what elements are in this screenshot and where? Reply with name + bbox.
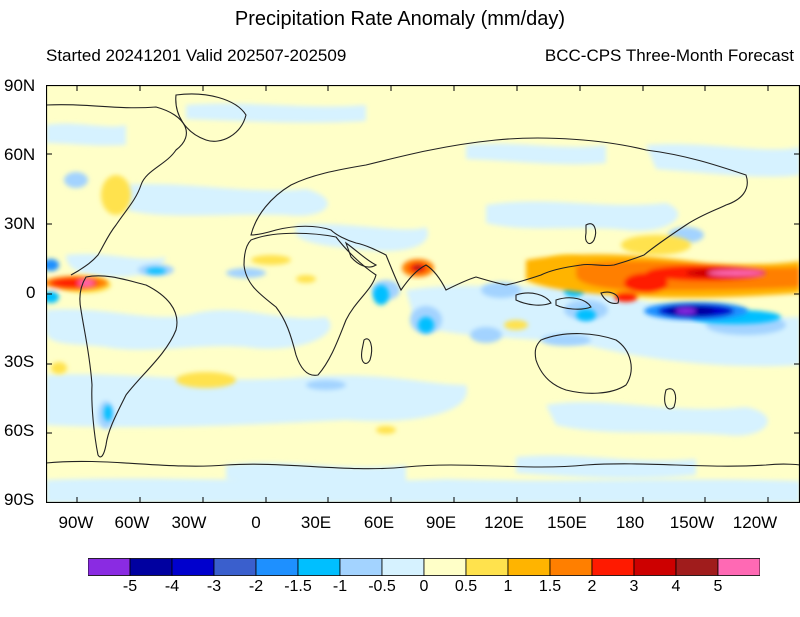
colorbar-swatch	[507, 558, 551, 576]
colorbar-swatch	[717, 558, 760, 576]
lat-label-60s: 60S	[4, 421, 35, 440]
colorbar-label: -1	[332, 578, 348, 595]
negative-core	[644, 302, 748, 320]
lat-label-30n: 30N	[4, 214, 36, 233]
lon-label-150w: 150W	[669, 513, 715, 532]
colorbar-label: 3	[629, 578, 639, 595]
colorbar-swatch	[633, 558, 677, 576]
negative-anomaly-regions	[46, 103, 800, 503]
lon-label-30w: 30W	[171, 513, 207, 532]
lon-label-90e: 90E	[425, 513, 457, 532]
colorbar-swatch	[465, 558, 509, 576]
lon-label-0: 0	[251, 513, 261, 532]
lon-label-30e: 30E	[300, 513, 332, 532]
colorbar-swatch	[591, 558, 635, 576]
colorbar-swatch	[213, 558, 257, 576]
colorbar-swatch	[423, 558, 467, 576]
map-title: Precipitation Rate Anomaly (mm/day)	[234, 8, 566, 30]
colorbar-label: 0.5	[454, 578, 478, 595]
lon-label-90w: 90W	[58, 513, 94, 532]
colorbar-label: -2	[248, 578, 264, 595]
colorbar-label: 2	[587, 578, 597, 595]
colorbar-label: 1	[503, 578, 513, 595]
colorbar-swatch	[549, 558, 593, 576]
colorbar-swatch	[129, 558, 173, 576]
colorbar-label: -1.5	[284, 578, 312, 595]
lat-label-90s: 90S	[4, 490, 35, 509]
colorbar-label: 5	[713, 578, 723, 595]
continent-outlines	[46, 93, 800, 470]
colorbar-swatch	[339, 558, 383, 576]
lat-label-30s: 30S	[4, 352, 35, 371]
colorbar-label: 1.5	[538, 578, 562, 595]
colorbar-label: 4	[671, 578, 681, 595]
colorbar-swatch	[171, 558, 215, 576]
lon-label-60e: 60E	[363, 513, 395, 532]
lon-label-120e: 120E	[484, 513, 524, 532]
lat-label-eq: 0	[26, 283, 36, 302]
colorbar-swatch	[88, 558, 131, 576]
lon-label-180: 180	[615, 513, 645, 532]
colorbar-swatch	[381, 558, 425, 576]
colorbar-label: -4	[164, 578, 180, 595]
lon-label-60w: 60W	[114, 513, 150, 532]
colorbar-swatch	[255, 558, 299, 576]
east-pacific-positive	[46, 259, 108, 303]
colorbar-label: 0	[419, 578, 429, 595]
colorbar	[88, 558, 760, 576]
india-positive-core	[402, 259, 434, 277]
forecast-period: Started 20241201 Valid 202507-202509	[46, 46, 347, 65]
colorbar-label: -5	[122, 578, 138, 595]
colorbar-swatch	[297, 558, 341, 576]
colorbar-label: -3	[206, 578, 222, 595]
forecast-source: BCC-CPS Three-Month Forecast	[544, 46, 794, 65]
colorbar-swatch	[675, 558, 719, 576]
lon-label-150e: 150E	[547, 513, 587, 532]
lon-label-120w: 120W	[732, 513, 778, 532]
precipitation-anomaly-map	[46, 85, 800, 503]
lat-label-90n: 90N	[4, 76, 36, 95]
colorbar-label: -0.5	[368, 578, 396, 595]
lat-label-60n: 60N	[4, 145, 36, 164]
